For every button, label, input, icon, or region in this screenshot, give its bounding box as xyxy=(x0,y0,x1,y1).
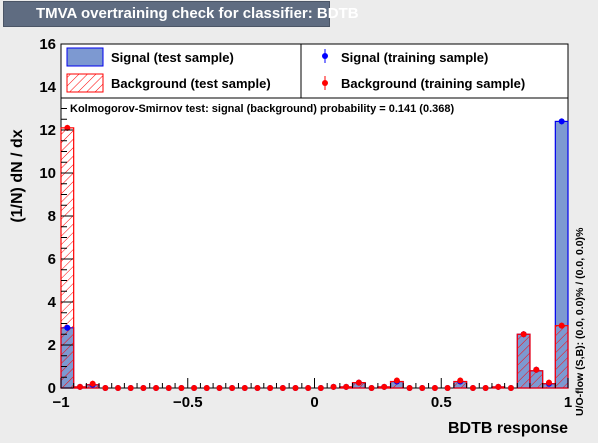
y-tick-label: 8 xyxy=(48,208,56,225)
background-test-bar xyxy=(516,333,531,389)
x-tick-label: 1 xyxy=(564,394,572,411)
background-train-point xyxy=(343,383,350,390)
legend: Signal (test sample) Background (test sa… xyxy=(60,43,569,99)
x-axis-title: BDTB response xyxy=(448,420,568,437)
legend-signal-test-swatch xyxy=(66,47,104,67)
background-train-point xyxy=(381,383,388,390)
background-train-point xyxy=(292,385,299,391)
background-train-point xyxy=(393,377,400,384)
background-train-point xyxy=(267,385,274,391)
plot-frame xyxy=(60,43,569,389)
background-train-point xyxy=(558,322,565,329)
background-train-point xyxy=(431,385,438,391)
background-train-point xyxy=(533,366,540,373)
legend-background-train-marker xyxy=(322,80,328,86)
background-train-point xyxy=(89,380,96,387)
legend-background-train-label: Background (training sample) xyxy=(341,76,525,91)
background-train-point xyxy=(178,385,185,391)
background-train-point xyxy=(165,385,172,391)
background-train-point xyxy=(507,385,514,391)
legend-signal-test-label: Signal (test sample) xyxy=(111,50,234,65)
background-train-point xyxy=(368,385,375,391)
y-tick-label: 0 xyxy=(48,380,56,397)
background-train-point xyxy=(203,385,210,391)
y-tick-label: 14 xyxy=(39,79,56,96)
y-axis-title: (1/N) dN / dx xyxy=(9,129,26,222)
background-train-point xyxy=(457,377,464,384)
background-train-point xyxy=(495,383,502,390)
x-tick-label: −0.5 xyxy=(173,394,203,411)
background-train-point xyxy=(64,124,71,131)
background-train-point xyxy=(305,385,312,391)
background-train-point xyxy=(102,385,109,391)
background-train-point xyxy=(127,385,134,391)
background-train-point xyxy=(330,383,337,390)
signal-train-point xyxy=(558,118,565,125)
legend-signal-train-label: Signal (training sample) xyxy=(341,50,488,65)
y-tick-label: 10 xyxy=(39,165,56,182)
background-train-point xyxy=(241,385,248,391)
background-train-series xyxy=(64,124,565,391)
background-train-point xyxy=(520,331,527,338)
background-train-point xyxy=(406,385,413,391)
background-test-bar xyxy=(60,127,75,389)
background-train-point xyxy=(216,385,223,391)
background-train-point xyxy=(153,385,160,391)
background-train-point xyxy=(254,385,261,391)
y-tick-label: 6 xyxy=(48,251,56,268)
overflow-text: U/O-flow (S,B): (0.0, 0.0)% / (0.0, 0.0)… xyxy=(574,227,586,416)
background-train-point xyxy=(77,383,84,390)
legend-background-test-swatch xyxy=(66,73,104,93)
x-tick-label: 0.5 xyxy=(431,394,452,411)
chart-title: TMVA overtraining check for classifier: … xyxy=(3,1,359,27)
background-train-point xyxy=(355,379,362,386)
background-train-point xyxy=(444,385,451,391)
y-tick-label: 4 xyxy=(48,294,57,311)
background-train-point xyxy=(482,385,489,391)
legend-signal-train-marker xyxy=(322,53,328,59)
signal-train-point xyxy=(64,324,71,331)
background-train-point xyxy=(419,385,426,391)
background-train-point xyxy=(140,385,147,391)
legend-box-right xyxy=(300,43,569,99)
background-train-point xyxy=(229,385,236,391)
background-test-bar xyxy=(554,325,569,389)
y-tick-label: 16 xyxy=(39,36,56,53)
background-test-bar xyxy=(529,370,544,389)
background-train-point xyxy=(279,385,286,391)
x-tick-label: −1 xyxy=(52,394,69,411)
legend-background-test-label: Background (test sample) xyxy=(111,76,271,91)
background-train-point xyxy=(545,379,552,386)
ks-test-text: Kolmogorov-Smirnov test: signal (backgro… xyxy=(70,103,454,115)
markers-layer xyxy=(64,118,565,391)
background-train-point xyxy=(469,385,476,391)
y-tick-label: 2 xyxy=(48,337,56,354)
y-tick-label: 12 xyxy=(39,122,56,139)
background-train-point xyxy=(191,385,198,391)
background-train-point xyxy=(115,385,122,391)
x-tick-label: 0 xyxy=(310,394,318,411)
background-train-point xyxy=(317,385,324,391)
